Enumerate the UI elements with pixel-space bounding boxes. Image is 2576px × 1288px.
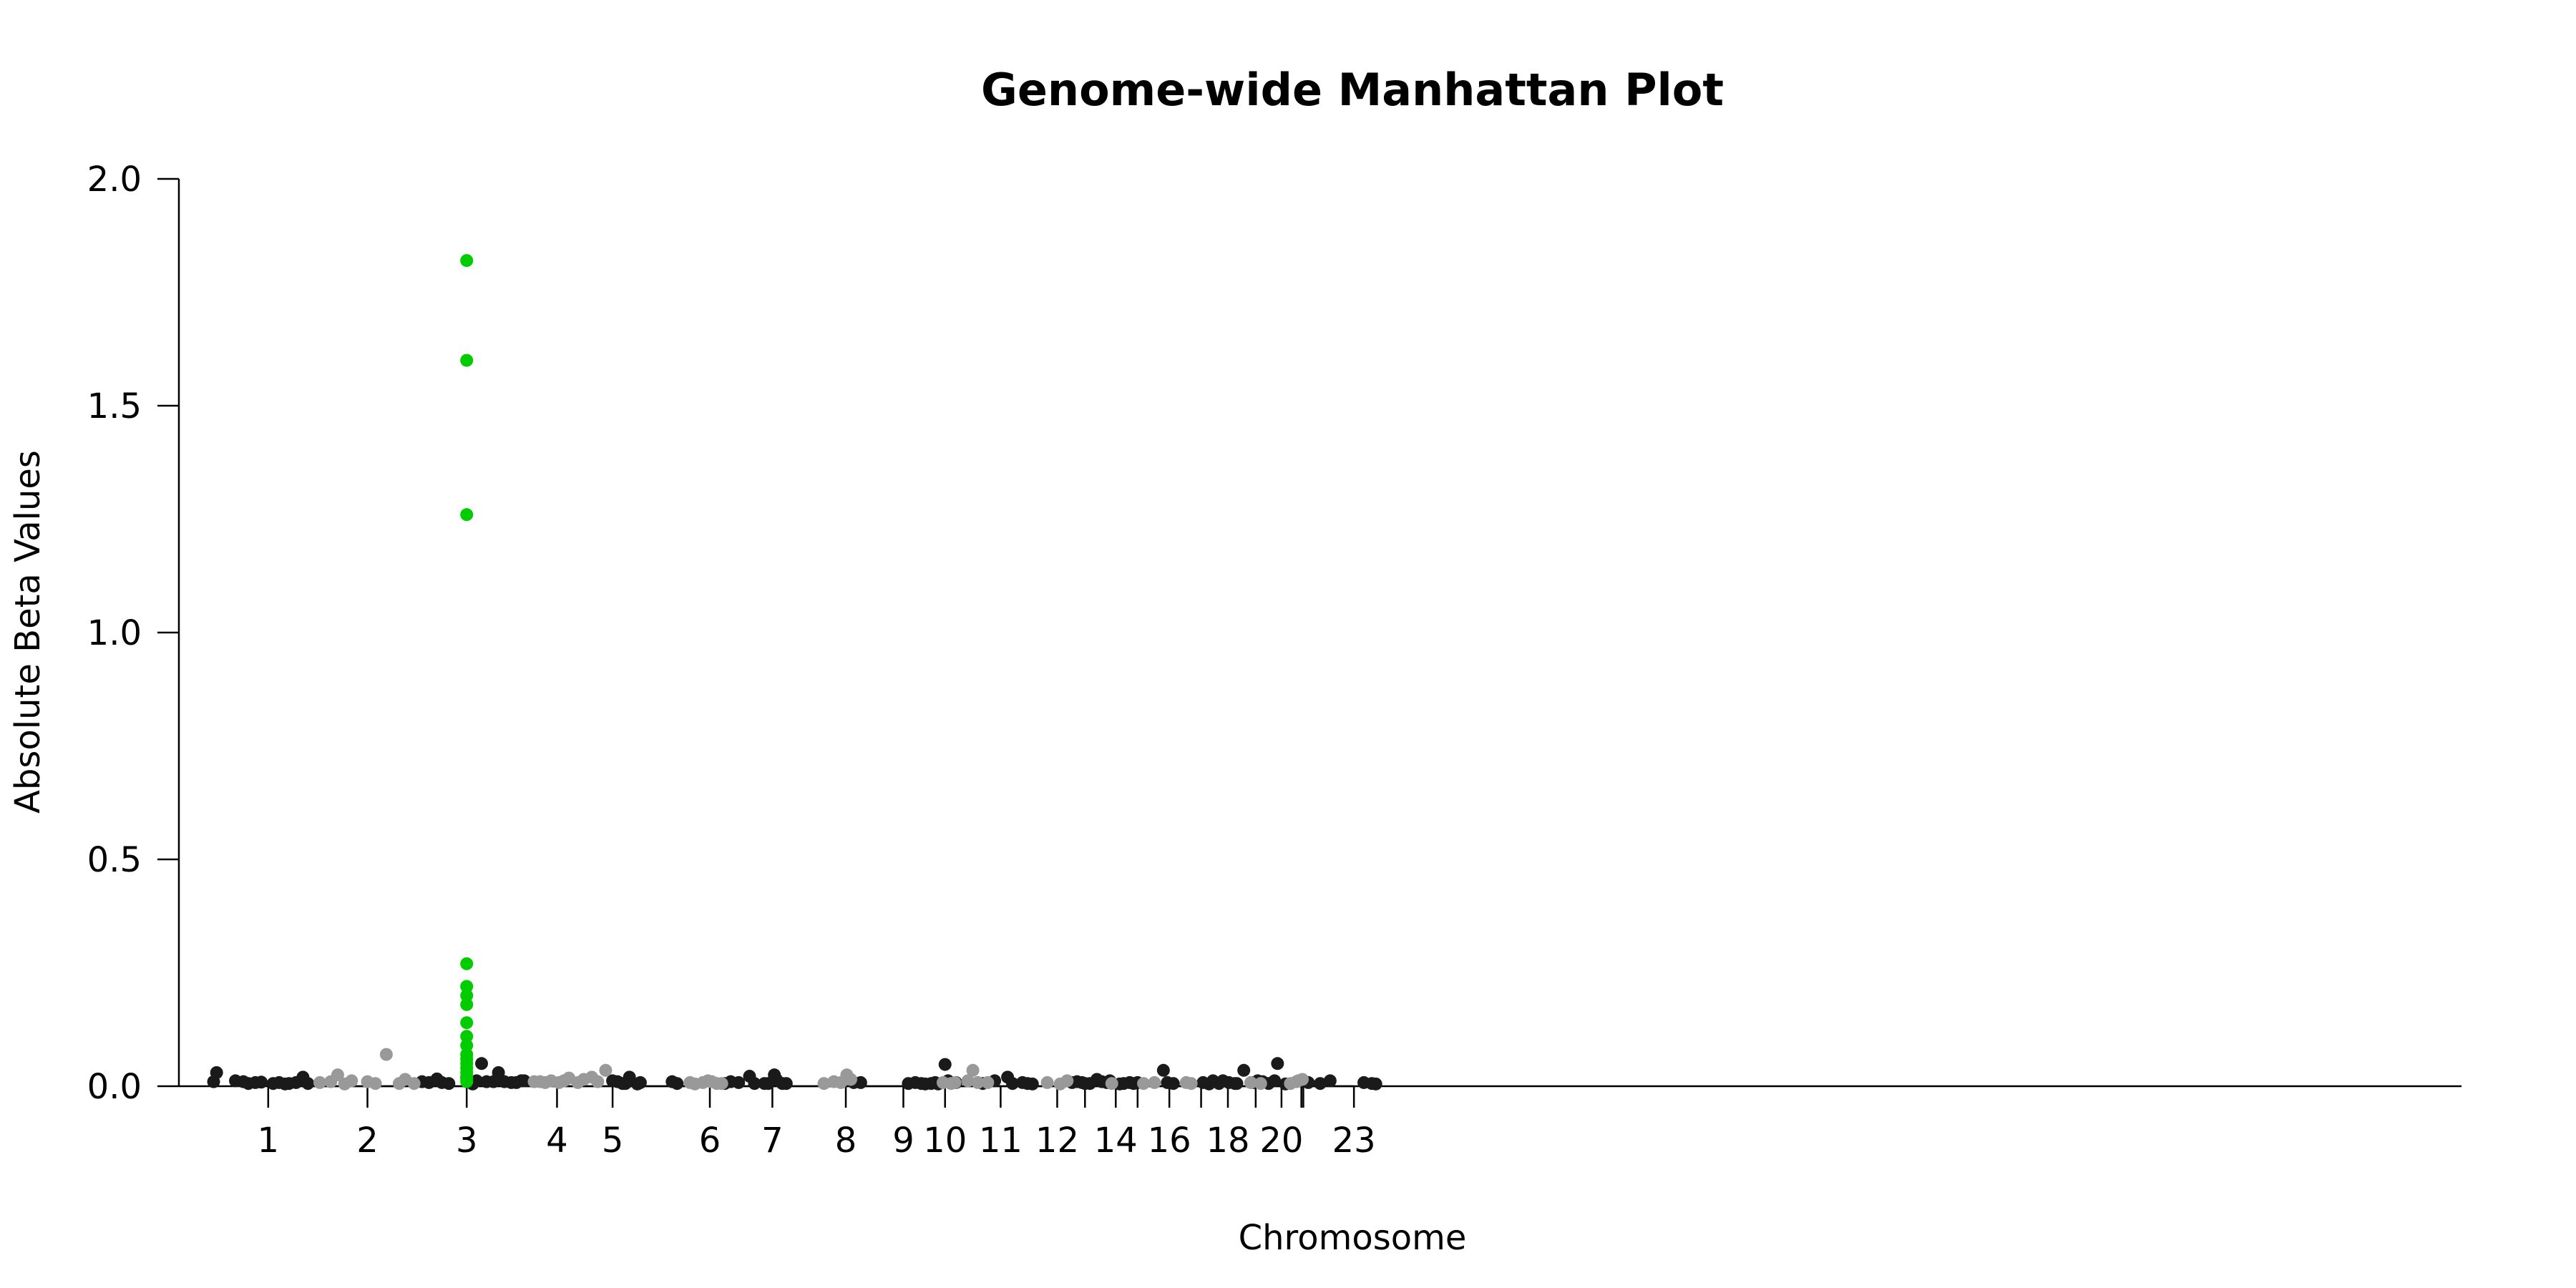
x-axis: 1 2 3 4 5 6 7 8 9 10 11 12 14 16 18 20 23 <box>179 1085 2462 1161</box>
data-point <box>1025 1077 1039 1091</box>
y-axis-label: Absolute Beta Values <box>8 450 48 814</box>
data-point <box>619 1077 633 1091</box>
data-point <box>210 1065 223 1079</box>
data-point <box>670 1077 684 1091</box>
data-point <box>517 1074 531 1088</box>
data-point <box>1254 1077 1267 1091</box>
data-point <box>1060 1074 1074 1088</box>
x-tick-label: 7 <box>761 1121 784 1161</box>
data-point <box>854 1075 867 1089</box>
data-point <box>732 1075 746 1089</box>
x-tick-label: 9 <box>892 1121 914 1161</box>
data-points <box>207 254 1382 1091</box>
data-point <box>255 1075 268 1089</box>
data-point <box>1244 1075 1257 1089</box>
y-tick-label: 1.0 <box>87 613 142 653</box>
data-point <box>460 980 474 993</box>
data-point <box>475 1057 489 1070</box>
data-point <box>460 1030 474 1043</box>
x-tick-label: 20 <box>1259 1121 1303 1161</box>
data-point <box>715 1077 728 1091</box>
data-point <box>460 1038 474 1052</box>
x-tick-label: 5 <box>602 1121 624 1161</box>
data-point <box>345 1074 358 1088</box>
data-point <box>748 1077 761 1091</box>
x-tick-label: 3 <box>456 1121 478 1161</box>
x-tick-label: 8 <box>835 1121 857 1161</box>
y-tick-label: 2.0 <box>87 160 142 200</box>
x-tick-label: 11 <box>979 1121 1023 1161</box>
data-point <box>1105 1077 1118 1091</box>
data-point <box>938 1058 952 1071</box>
x-axis-label: Chromosome <box>1239 1218 1467 1258</box>
data-point <box>1323 1074 1337 1088</box>
x-tick-label: 1 <box>258 1121 280 1161</box>
data-point <box>460 353 474 367</box>
data-point <box>1006 1077 1020 1091</box>
y-tick-label: 0.0 <box>87 1067 142 1107</box>
data-point <box>1148 1075 1161 1089</box>
data-point <box>591 1075 605 1088</box>
data-point <box>331 1068 344 1082</box>
x-tick-label: 16 <box>1148 1121 1191 1161</box>
data-point <box>966 1063 980 1077</box>
data-point <box>460 254 474 268</box>
data-point <box>1184 1077 1198 1091</box>
data-point <box>1237 1063 1251 1077</box>
y-tick-label: 0.5 <box>87 840 142 880</box>
data-point <box>1040 1075 1054 1089</box>
data-point <box>1230 1077 1244 1091</box>
data-point <box>492 1065 505 1079</box>
data-point <box>779 1077 793 1091</box>
data-point <box>1156 1063 1170 1077</box>
x-tick-label: 2 <box>356 1121 379 1161</box>
data-point <box>1137 1077 1151 1091</box>
data-point <box>1166 1077 1180 1091</box>
data-point <box>948 1075 962 1089</box>
x-tick-label: 18 <box>1206 1121 1249 1161</box>
data-point <box>442 1077 456 1091</box>
data-point <box>379 1048 393 1061</box>
data-point <box>1271 1057 1284 1070</box>
data-point <box>369 1077 382 1091</box>
data-point <box>971 1075 985 1089</box>
data-point <box>1296 1073 1309 1086</box>
x-tick-label: 10 <box>923 1121 967 1161</box>
data-point <box>460 1016 474 1030</box>
data-point <box>460 508 474 522</box>
data-point <box>981 1075 995 1089</box>
data-point <box>844 1073 857 1086</box>
chart-title: Genome-wide Manhattan Plot <box>981 64 1724 116</box>
data-point <box>460 989 474 1002</box>
x-tick-label: 6 <box>699 1121 721 1161</box>
data-point <box>633 1075 647 1089</box>
data-point <box>460 997 474 1011</box>
data-point <box>301 1077 315 1091</box>
data-point <box>1369 1077 1382 1091</box>
x-tick-label: 4 <box>546 1121 568 1161</box>
data-point <box>470 1074 484 1088</box>
data-point <box>407 1077 421 1091</box>
y-tick-label: 1.5 <box>87 386 142 426</box>
x-tick-label: 14 <box>1094 1121 1138 1161</box>
data-point <box>961 1074 975 1088</box>
x-tick-label: 12 <box>1035 1121 1079 1161</box>
data-point <box>460 957 474 970</box>
data-point <box>313 1075 326 1089</box>
data-point <box>1314 1077 1327 1091</box>
data-point <box>599 1063 613 1077</box>
data-point <box>460 1075 474 1088</box>
data-point <box>817 1077 831 1091</box>
data-point <box>1268 1074 1282 1088</box>
x-tick-label: 23 <box>1332 1121 1376 1161</box>
y-axis: 0.0 0.5 1.0 1.5 2.0 <box>87 160 180 1107</box>
